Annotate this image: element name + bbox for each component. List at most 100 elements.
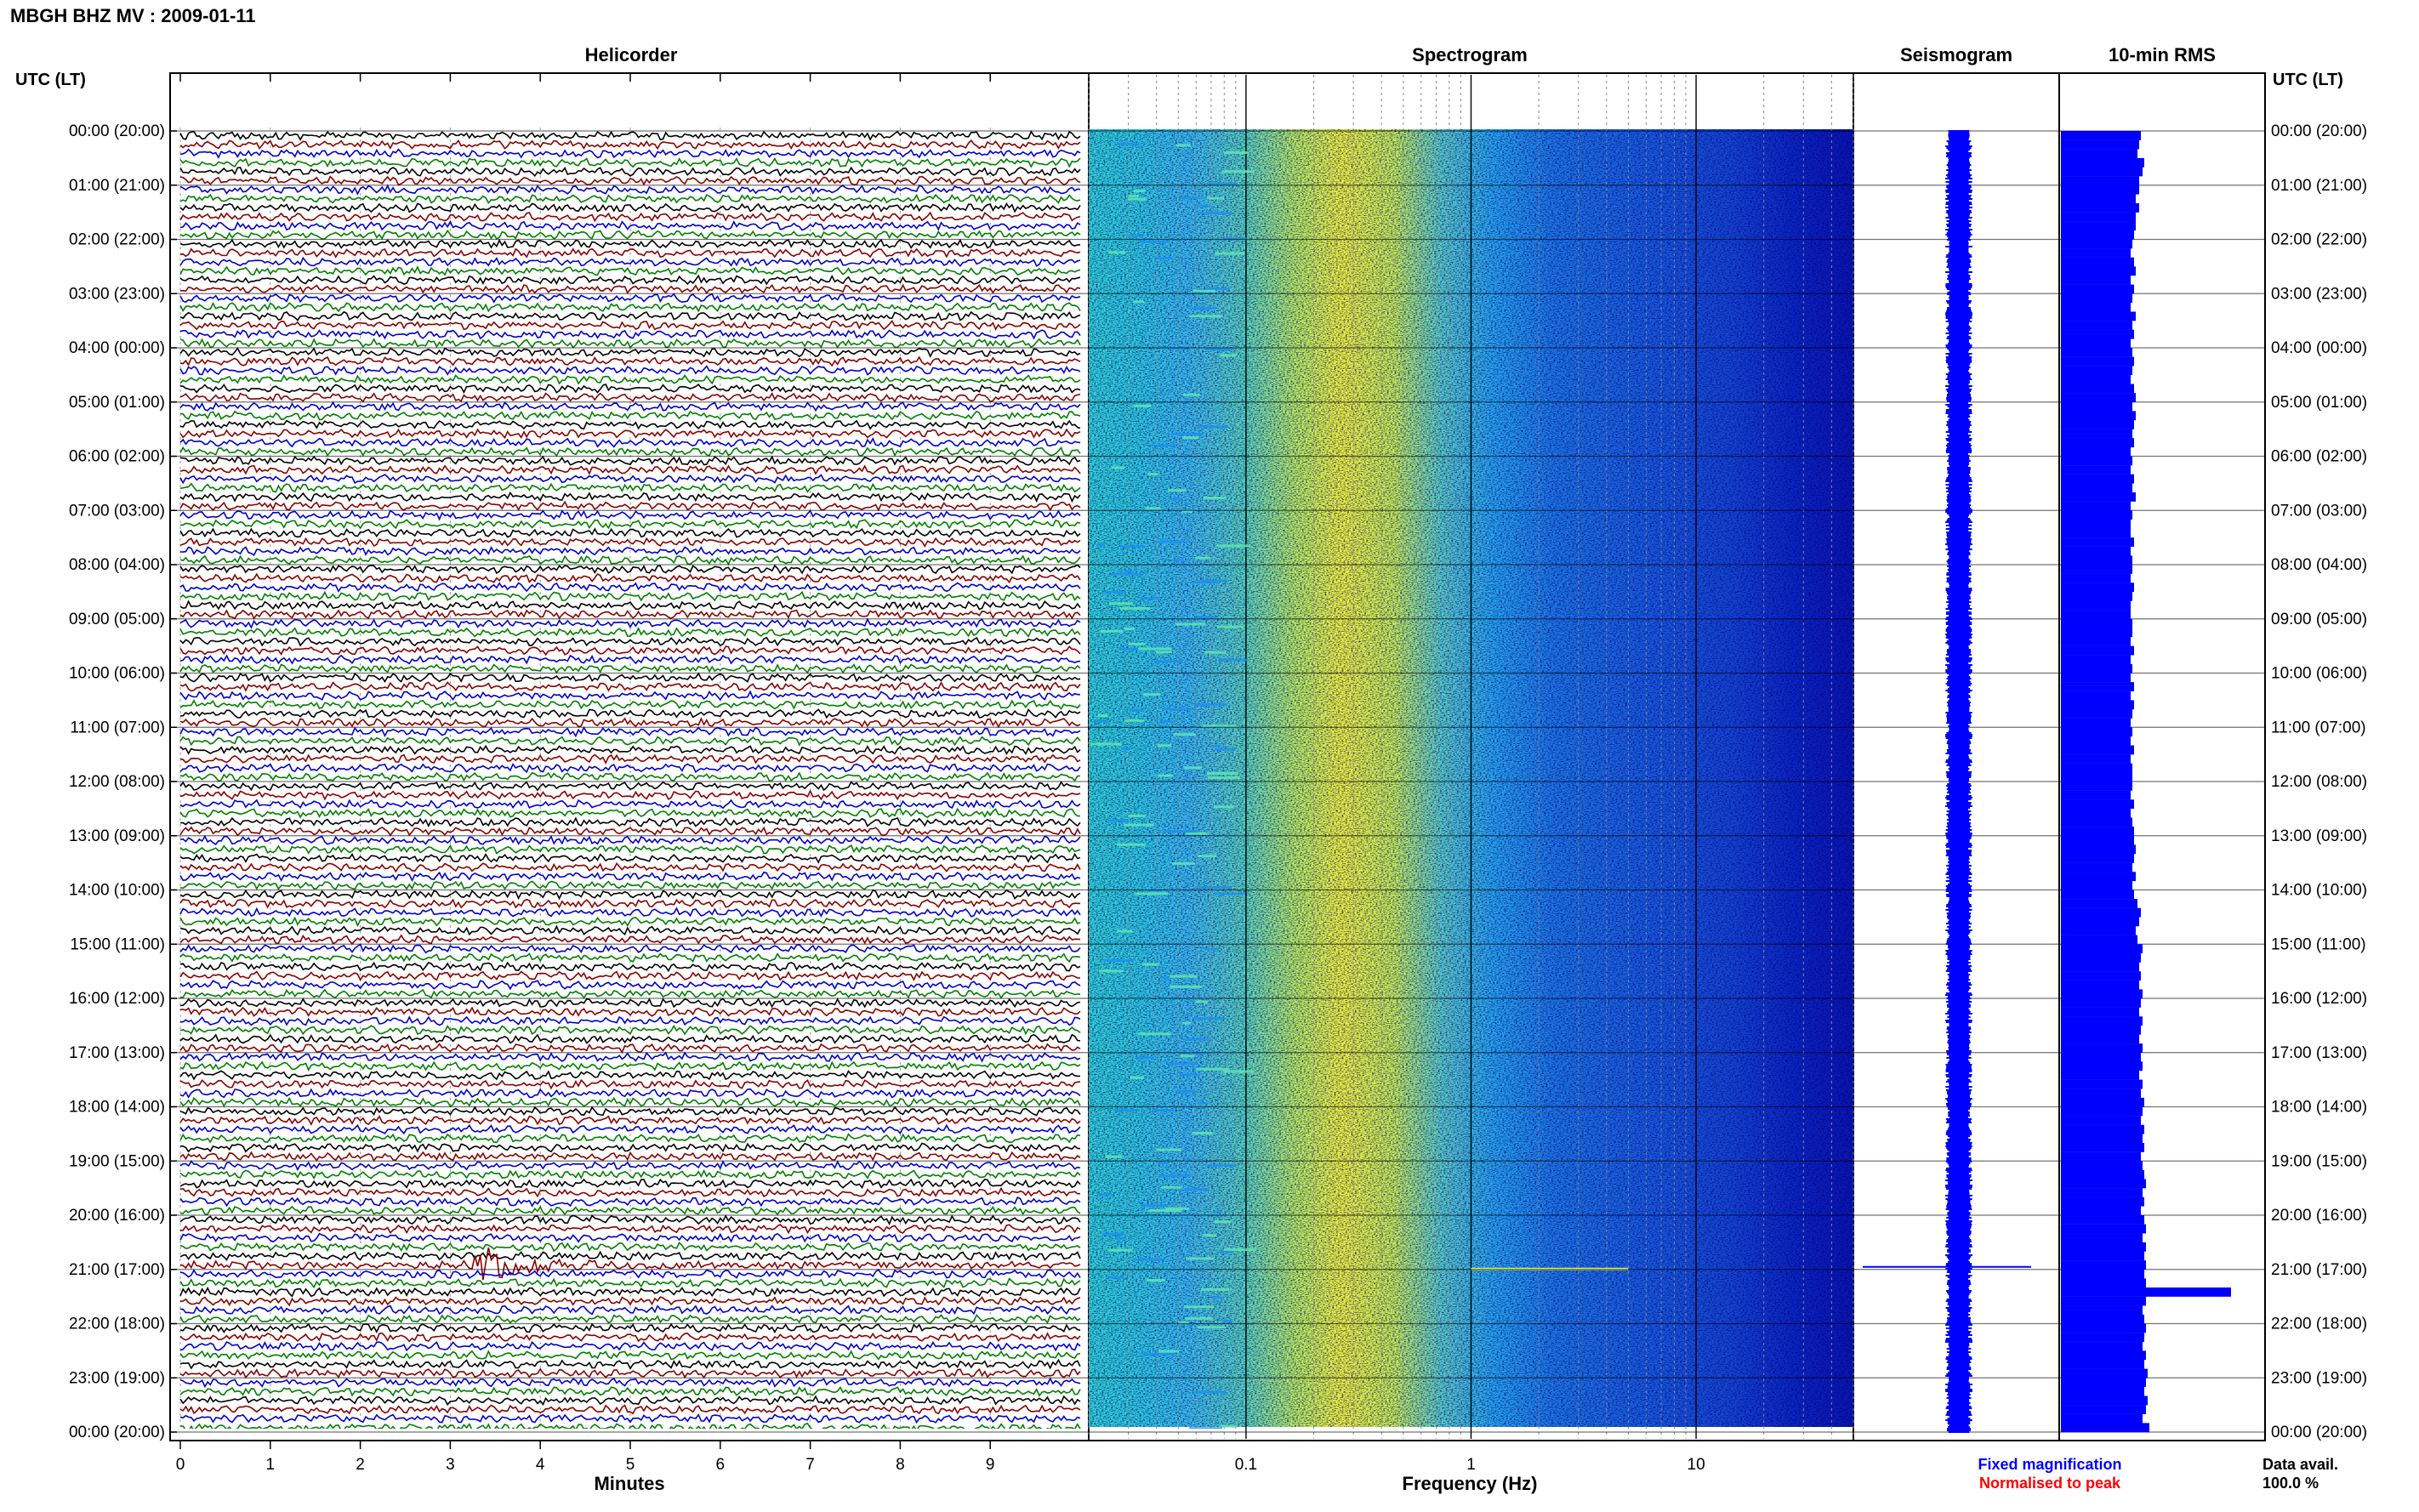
spectrogram-band-block: [1198, 204, 1210, 207]
rms-bar: [2061, 212, 2136, 222]
rms-bar: [2061, 565, 2132, 574]
spectrogram-band-block: [1219, 1250, 1234, 1253]
rms-bar: [2061, 1161, 2143, 1171]
spectrogram-band-block: [1189, 315, 1223, 318]
rms-bar: [2061, 1043, 2143, 1053]
spectrogram-band-block: [1130, 1076, 1145, 1079]
spectrogram-band-block: [1105, 1155, 1122, 1158]
helicorder-trace-line: [179, 256, 1081, 268]
spectrogram-band-block: [1182, 393, 1200, 396]
hour-label-left: 02:00 (22:00): [69, 231, 165, 249]
rms-bar: [2061, 854, 2134, 863]
rms-bar: [2061, 1395, 2148, 1406]
rms-bar: [2061, 962, 2139, 972]
utc-lt-label-right: UTC (LT): [2273, 71, 2343, 89]
rms-bar: [2061, 782, 2132, 791]
hour-label-right: 19:00 (15:00): [2271, 1152, 2367, 1170]
hour-label-right: 14:00 (10:00): [2271, 882, 2367, 900]
spectrogram-band-block: [1125, 719, 1144, 722]
helicorder-trace-line: [179, 1123, 1081, 1135]
rms-bar: [2061, 600, 2131, 611]
rms-bar: [2061, 1305, 2143, 1316]
rms-bar: [2061, 872, 2136, 882]
helicorder-trace-line: [179, 1205, 1081, 1216]
hour-label-right: 07:00 (03:00): [2271, 502, 2367, 520]
rms-bar: [2061, 907, 2141, 918]
rms-bar: [2061, 1260, 2146, 1270]
spectrogram-band-block: [1216, 625, 1244, 628]
helicorder-trace-line: [179, 961, 1081, 973]
spectrogram-band-block: [1164, 708, 1193, 711]
rms-bar: [2061, 618, 2132, 628]
rms-bar: [2061, 1007, 2139, 1017]
hour-label-right: 09:00 (05:00): [2271, 611, 2367, 628]
helicorder-trace-line: [180, 1142, 1081, 1153]
spectrogram-band-block: [1101, 1233, 1124, 1236]
spectrogram-band-block: [1223, 151, 1248, 154]
spectrogram-band-block: [1216, 544, 1250, 548]
spectrogram-band-block: [1193, 1052, 1205, 1055]
spectrogram-band-block: [1158, 1350, 1180, 1353]
rms-bar: [2061, 835, 2134, 845]
helicorder-trace-line: [179, 1160, 1081, 1172]
helicorder-trace-line: [179, 726, 1081, 738]
rms-bar: [2061, 817, 2132, 827]
rms-bar: [2061, 1341, 2143, 1351]
hour-label-right: 03:00 (23:00): [2271, 285, 2367, 303]
spectrogram-band-block: [1200, 579, 1227, 583]
helicorder-trace-line: [179, 1060, 1081, 1071]
helicorder-trace-line: [179, 1178, 1081, 1190]
helicorder-trace-line: [179, 1078, 1081, 1090]
rms-bar: [2061, 1405, 2146, 1414]
helicorder-trace-line: [179, 301, 1081, 313]
helicorder-trace-line: [179, 1168, 1081, 1180]
rms-title: 10-min RMS: [2109, 44, 2216, 65]
spectrogram-band-block: [1223, 1070, 1254, 1073]
helicorder-trace-line: [179, 1232, 1081, 1243]
hour-labels-left: 00:00 (20:00) 01:00 (21:00) 02:00 (22:00) 0…: [69, 122, 177, 1441]
helicorder-trace-line: [179, 663, 1081, 674]
spectrogram-band-block: [1171, 432, 1204, 435]
hour-label-left: 10:00 (06:00): [69, 665, 165, 683]
spectrogram-band-block: [1096, 1192, 1112, 1196]
rms-bar: [2061, 284, 2134, 294]
rms-bar: [2061, 790, 2131, 800]
rms-bar: [2061, 393, 2136, 402]
spectrogram-band-block: [1108, 251, 1126, 254]
helicorder-trace-line: [179, 437, 1081, 448]
helicorder-trace-line: [179, 166, 1081, 178]
helicorder-trace-line: [179, 1096, 1081, 1108]
minute-tick-label: 0: [176, 1456, 185, 1474]
hour-labels-right: 00:00 (20:00) 01:00 (21:00) 02:00 (22:00) 0…: [2271, 122, 2367, 1441]
hour-label-left: 12:00 (08:00): [69, 773, 165, 791]
helicorder-trace-line: [179, 636, 1081, 647]
spectrogram-band-block: [1210, 1296, 1224, 1299]
helicorder-trace-line: [179, 365, 1081, 376]
rms-bar: [2061, 276, 2131, 285]
rms-bar: [2061, 1034, 2139, 1044]
hour-label-left: 00:00 (20:00): [69, 1424, 165, 1441]
spectrogram-band-block: [1222, 170, 1255, 173]
helicorder-trace-line: [179, 654, 1081, 665]
rms-bar: [2061, 952, 2141, 963]
hour-label-right: 11:00 (07:00): [2271, 719, 2366, 736]
minute-tick-label: 1: [266, 1456, 276, 1474]
helicorder-trace-line: [179, 1413, 1081, 1424]
helicorder-trace-line: [179, 744, 1081, 756]
hour-label-left: 19:00 (15:00): [69, 1152, 165, 1170]
rms-bar: [2061, 338, 2131, 349]
spectrogram-band-block: [1135, 892, 1169, 895]
spectrogram-band-block: [1151, 1109, 1175, 1112]
spectrogram-band-block: [1182, 436, 1199, 440]
hour-label-left: 21:00 (17:00): [69, 1261, 165, 1279]
rms-bar: [2061, 637, 2131, 646]
helicorder-trace-line: [179, 464, 1081, 475]
spectrogram-band-block: [1105, 959, 1134, 963]
rms-bar: [2061, 1333, 2144, 1342]
helicorder-trace-line: [179, 980, 1081, 991]
spectrogram-band-block: [1151, 444, 1177, 447]
helicorder-trace-line: [179, 139, 1081, 151]
helicorder-x-ticks: 0 1 2 3 4 5 6 7 8 9: [176, 73, 994, 1474]
helicorder-trace-line: [179, 329, 1081, 340]
helicorder-trace-line: [179, 1070, 1080, 1081]
